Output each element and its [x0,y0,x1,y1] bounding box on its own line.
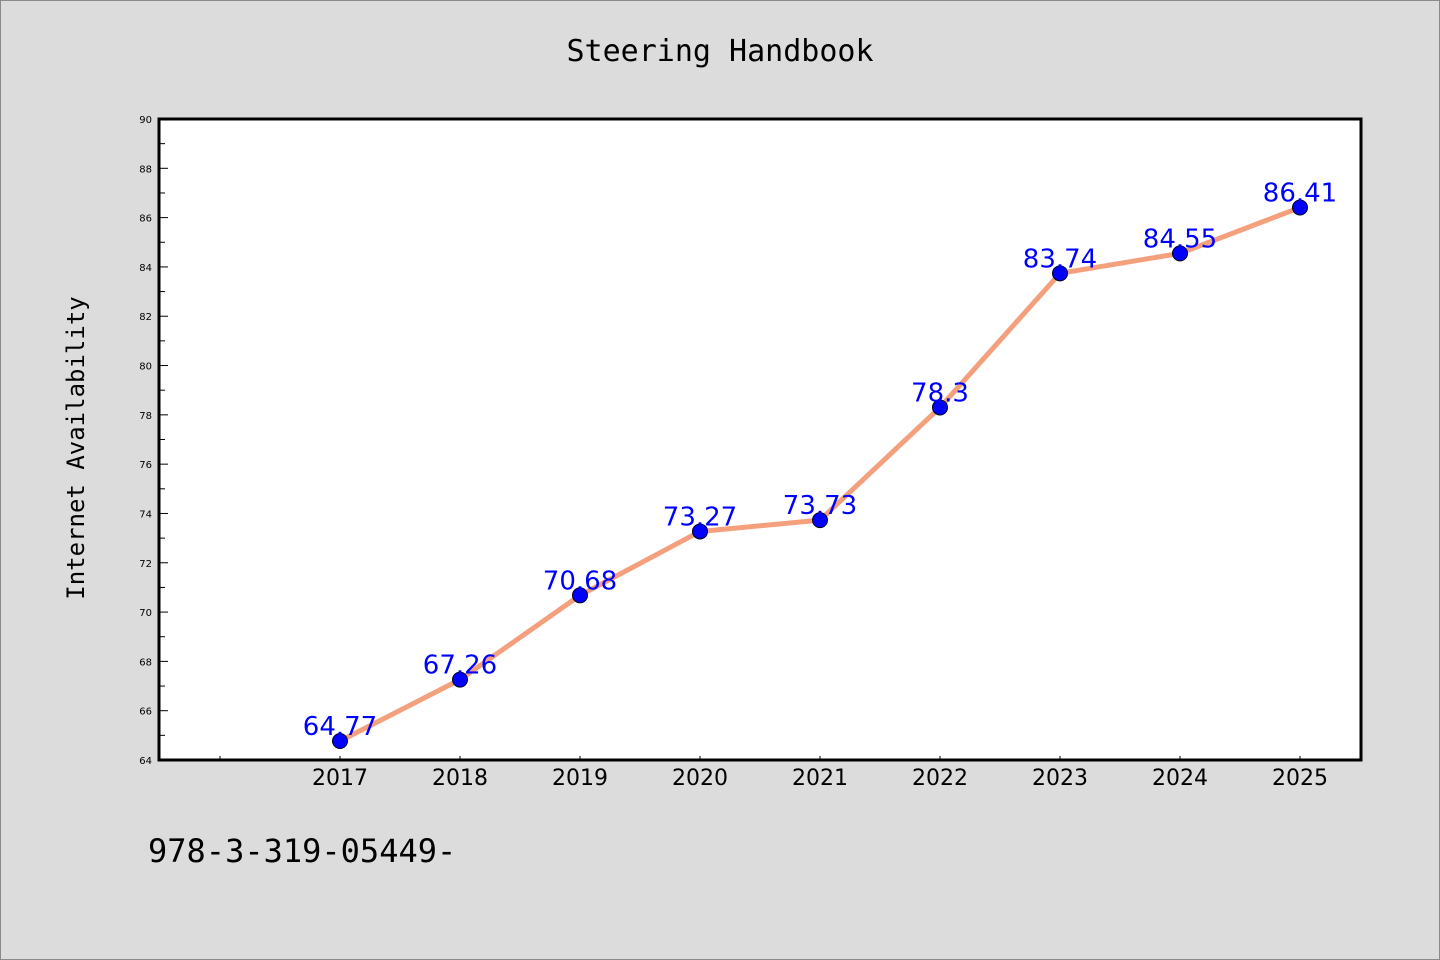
data-point [572,587,588,604]
y-tick-label: 72 [139,559,152,570]
data-label: 86.41 [1263,179,1337,209]
data-label: 84.55 [1143,224,1217,254]
x-tick-label: 2024 [1152,766,1208,791]
series-layer: 64.77 67.26 70.68 73.27 73.73 78.3 83.74 84.55 8… [303,179,1337,750]
x-tick-label: 2020 [672,766,728,791]
chart-title: Steering Handbook [566,34,874,69]
data-label: 83.74 [1023,244,1097,274]
data-point [452,671,468,688]
y-axis-title: Internet Availability [62,296,90,600]
data-point [932,399,948,416]
y-tick-label: 70 [139,608,152,619]
data-point [1292,199,1308,216]
data-label: 67.26 [423,651,497,681]
data-label: 70.68 [543,566,617,596]
data-label: 64.77 [303,712,377,742]
data-point [692,523,708,540]
x-tick-label: 2022 [912,766,968,791]
y-tick-label: 68 [139,657,152,668]
y-tick-label: 64 [139,756,152,767]
y-tick-label: 82 [139,312,152,323]
x-tick-label: 2025 [1272,766,1328,791]
data-label: 78.3 [911,378,969,408]
data-label: 73.27 [663,502,737,532]
x-axis-ticks: 2017 2018 2019 2020 2021 2022 2023 2024 2025 [219,756,1328,791]
x-tick-label: 2021 [792,766,848,791]
data-point [1052,265,1068,282]
y-tick-label: 78 [139,411,152,422]
plot-area [157,117,1363,762]
y-axis-ticks: 64 66 68 70 72 74 76 78 80 82 84 86 88 90 [139,115,168,767]
y-tick-label: 74 [139,509,152,520]
y-tick-label: 76 [139,460,152,471]
data-point [1172,245,1188,262]
y-tick-label: 88 [139,164,152,175]
x-tick-label: 2019 [552,766,608,791]
x-tick-label: 2023 [1032,766,1088,791]
data-label: 73.73 [783,491,857,521]
y-tick-label: 66 [139,707,152,718]
x-tick-label: 2017 [312,766,368,791]
y-tick-label: 84 [139,263,152,274]
footer-code: 978-3-319-05449- [148,832,457,870]
y-tick-label: 86 [139,214,152,225]
x-tick-label: 2018 [432,766,488,791]
y-tick-label: 90 [139,115,152,126]
data-point [332,733,348,750]
y-tick-label: 80 [139,362,152,373]
data-point [812,512,828,529]
